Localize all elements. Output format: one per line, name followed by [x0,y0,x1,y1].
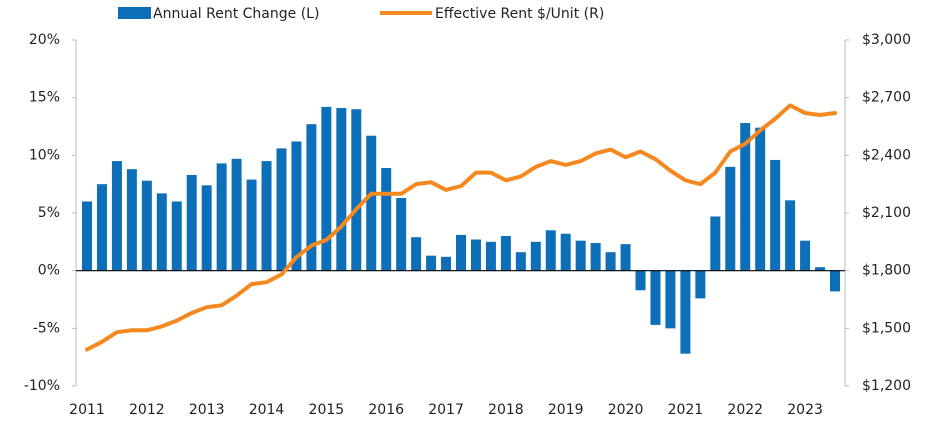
bar [575,240,586,271]
bar [560,233,571,271]
bar [515,252,526,271]
bar [411,237,422,271]
x-tick-label: 2013 [189,402,225,418]
bar [635,270,646,291]
y2-tick-label: $2,700 [862,90,911,106]
y-tick-label: 20% [29,32,60,48]
bar [276,148,287,271]
bar [216,163,227,271]
bar [500,236,511,271]
x-tick-label: 2012 [129,402,165,418]
y2-tick-label: $1,200 [862,378,911,394]
x-tick-label: 2019 [548,402,584,418]
bar [171,201,182,271]
bar [336,108,347,271]
legend-label: Annual Rent Change (L) [153,6,319,22]
bar [485,241,496,271]
bar [96,184,107,271]
bar [156,193,167,271]
x-tick-label: 2023 [787,402,823,418]
x-tick-label: 2022 [727,402,763,418]
bar [246,179,257,271]
bar [306,124,317,271]
bar [470,239,481,271]
bar [785,200,796,271]
y2-tick-label: $1,500 [862,320,911,336]
bar [620,244,631,271]
x-tick-label: 2018 [488,402,524,418]
bar [231,158,242,271]
bar [605,252,616,271]
x-tick-label: 2020 [608,402,644,418]
bar [545,230,556,271]
bar [830,270,840,292]
bar [695,270,706,299]
x-tick-label: 2016 [368,402,404,418]
y2-tick-label: $2,400 [862,147,911,163]
bar [82,201,92,271]
bar [650,270,661,325]
y2-tick-label: $2,100 [862,205,911,221]
y-tick-label: 15% [29,90,60,106]
bar [111,161,122,271]
bar [261,161,272,271]
bar [590,242,601,271]
bar [141,180,152,271]
bar [725,166,736,271]
y-tick-label: 10% [29,147,60,163]
bar [710,216,721,271]
bar [530,241,541,271]
line [85,103,837,352]
bar [456,234,466,271]
bar [680,270,691,354]
bar [291,141,302,271]
bar [665,270,676,329]
bar [396,198,407,271]
x-tick-label: 2014 [249,402,285,418]
x-tick-label: 2017 [428,402,464,418]
bar [426,255,437,271]
bar [126,169,137,271]
y2-tick-label: $3,000 [862,32,911,48]
bar [755,127,766,271]
bar [800,240,811,271]
bar [321,106,332,271]
x-tick-label: 2011 [69,402,105,418]
x-tick-label: 2021 [668,402,704,418]
y2-tick-label: $1,800 [862,263,911,279]
bar [770,159,781,271]
y-tick-label: -5% [33,320,60,336]
bar [366,135,377,271]
y-tick-label: 5% [38,205,60,221]
bar [441,256,452,271]
x-tick-label: 2015 [309,402,345,418]
y-tick-label: -10% [24,378,60,394]
bar [186,174,197,271]
bar [381,168,392,271]
bar [815,267,826,271]
bar [201,185,212,271]
bar [351,109,362,271]
y-tick-label: 0% [38,263,60,279]
legend-swatch [118,7,151,19]
legend-label: Effective Rent $/Unit (R) [435,6,604,22]
bar [740,123,751,271]
